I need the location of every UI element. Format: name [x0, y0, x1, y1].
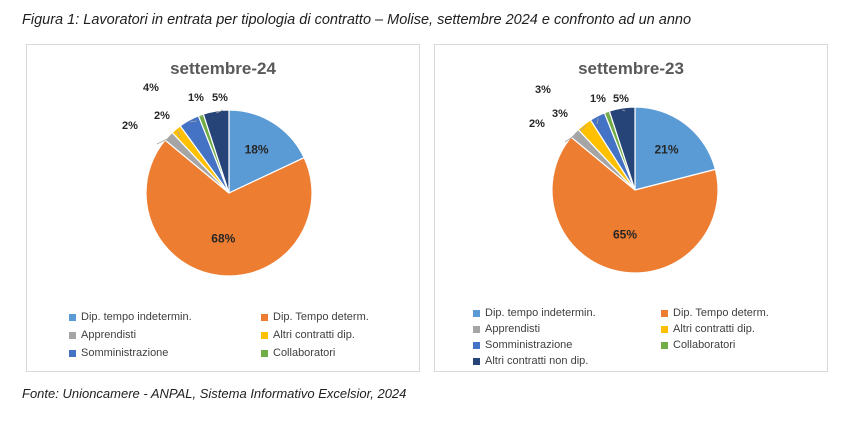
- legend-label: Dip. tempo indetermin.: [81, 311, 192, 323]
- leader-line: [216, 109, 224, 114]
- figure-caption: Figura 1: Lavoratori in entrata per tipo…: [22, 12, 692, 28]
- chart-title: settembre-23: [578, 59, 684, 78]
- legend-swatch: [473, 325, 480, 333]
- pie-chart-2023: 21% 65% 2% 3%3% 1% 5%: [529, 84, 719, 274]
- data-label-collaboratori: 1%: [590, 93, 606, 105]
- legend-item-altri-contratti-non-dip: Altri contratti non dip.: [473, 355, 588, 367]
- pie-slice-altri-contratti-non-dip: [608, 106, 636, 191]
- legend-swatch: [261, 313, 268, 321]
- legend-item-altri-contratti-dip: Altri contratti dip.: [661, 323, 755, 335]
- leader-line: [622, 109, 626, 112]
- chart-title: settembre-24: [170, 59, 276, 78]
- pie-chart-2024: 18% 68% 2% 2% 4% 1% 5%: [122, 82, 313, 277]
- pie-slice-dip-tempo-determ: [145, 139, 313, 277]
- data-label-somministrazione: 4%: [143, 82, 159, 94]
- chart-panel-2024: settembre-24 18% 68% 2% 2% 4% 1% 5% Dip. tempo…: [26, 44, 420, 372]
- data-label-collaboratori: 1%: [188, 92, 204, 104]
- legend-label: Dip. Tempo determ.: [673, 307, 769, 319]
- legend-swatch: [661, 325, 668, 333]
- legend-item-somministrazione: Somministrazione: [473, 339, 572, 351]
- legend-swatch: [473, 341, 480, 349]
- data-label-dip-tempo-determ: 68%: [211, 231, 235, 245]
- data-label-dip-tempo-indetermin: 21%: [654, 142, 678, 156]
- data-label-apprendisti: 2%: [529, 118, 545, 130]
- data-label-altri-contratti-non-dip: 5%: [212, 92, 228, 104]
- legend-item-apprendisti: Apprendisti: [473, 323, 540, 335]
- legend-item-altri-contratti-dip: Altri contratti dip.: [261, 329, 355, 341]
- legend-label: Collaboratori: [673, 339, 736, 351]
- legend-item-dip-tempo-determ: Dip. Tempo determ.: [261, 311, 369, 323]
- legend-label: Altri contratti non dip.: [485, 355, 589, 367]
- data-label-dip-tempo-determ: 65%: [613, 228, 637, 242]
- pie-slice-dip-tempo-indetermin: [634, 106, 717, 191]
- legend-label: Altri contratti dip.: [273, 329, 355, 341]
- leader-line: [596, 117, 599, 125]
- pie-slice-dip-tempo-indetermin: [228, 109, 305, 194]
- legend-label: Apprendisti: [485, 323, 541, 335]
- legend-swatch: [661, 341, 668, 349]
- leader-line: [156, 137, 171, 145]
- legend-swatch: [69, 331, 76, 339]
- legend-swatch: [473, 357, 480, 365]
- legend-swatch: [661, 309, 668, 317]
- data-label-somministrazione: 3%: [535, 84, 551, 96]
- legend-item-dip-tempo-indetermin: Dip. tempo indetermin.: [69, 311, 192, 323]
- leader-line: [177, 130, 181, 138]
- legend-item-dip-tempo-determ: Dip. Tempo determ.: [661, 307, 769, 319]
- legend-swatch: [261, 349, 268, 357]
- pie-slice-altri-contratti-non-dip: [202, 109, 230, 194]
- legend-label: Somministrazione: [485, 339, 573, 351]
- leader-line: [564, 134, 577, 143]
- pie-slice-dip-tempo-determ: [551, 136, 719, 274]
- legend-item-apprendisti: Apprendisti: [69, 329, 136, 341]
- legend-swatch: [473, 309, 480, 317]
- legend-swatch: [261, 331, 268, 339]
- legend-item-collaboratori: Collaboratori: [261, 347, 335, 359]
- data-label-apprendisti: 2%: [122, 120, 138, 132]
- legend-item-collaboratori: Collaboratori: [661, 339, 735, 351]
- chart-panel-2023: settembre-23 21% 65% 2% 3% 3% 1% 5% Dip. tempo…: [434, 44, 828, 372]
- legend-swatch: [69, 349, 76, 357]
- data-label-dip-tempo-indetermin: 18%: [245, 143, 269, 157]
- legend-swatch: [69, 313, 76, 321]
- legend-label: Altri contratti dip.: [673, 323, 755, 335]
- legend-label: Somministrazione: [81, 347, 169, 359]
- data-label-altri-contratti-dip: 3%: [552, 108, 568, 120]
- legend-item-somministrazione: Somministrazione: [69, 347, 168, 359]
- source-note: Fonte: Unioncamere - ANPAL, Sistema Info…: [22, 386, 407, 401]
- legend-label: Apprendisti: [81, 329, 137, 341]
- legend-item-dip-tempo-indetermin: Dip. tempo indetermin.: [473, 307, 596, 319]
- legend-label: Collaboratori: [273, 347, 336, 359]
- leader-line: [189, 120, 198, 123]
- data-label-altri-contratti-dip: 2%: [154, 110, 170, 122]
- leader-line: [579, 125, 586, 132]
- legend-label: Dip. Tempo determ.: [273, 311, 369, 323]
- legend-label: Dip. tempo indetermin.: [485, 307, 596, 319]
- data-label-altri-contratti-non-dip: 5%: [613, 93, 629, 105]
